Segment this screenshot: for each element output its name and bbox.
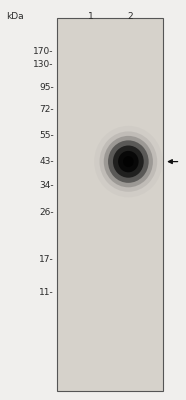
Ellipse shape	[113, 146, 144, 178]
Text: 130-: 130-	[33, 60, 54, 69]
Text: 170-: 170-	[33, 47, 54, 56]
Text: 55-: 55-	[39, 132, 54, 140]
Ellipse shape	[118, 151, 139, 172]
Ellipse shape	[108, 140, 149, 183]
Text: 11-: 11-	[39, 288, 54, 297]
Ellipse shape	[104, 136, 153, 187]
Ellipse shape	[100, 132, 157, 192]
Text: 34-: 34-	[39, 181, 54, 190]
Text: kDa: kDa	[7, 12, 24, 21]
Ellipse shape	[94, 126, 163, 197]
Text: 26-: 26-	[39, 208, 54, 217]
Text: 72-: 72-	[39, 105, 54, 114]
Bar	[57, 18, 163, 391]
Text: 2: 2	[127, 12, 133, 21]
Text: 17-: 17-	[39, 255, 54, 264]
Text: 95-: 95-	[39, 83, 54, 92]
Text: 1: 1	[88, 12, 94, 21]
Ellipse shape	[123, 156, 134, 167]
Text: 43-: 43-	[39, 157, 54, 166]
